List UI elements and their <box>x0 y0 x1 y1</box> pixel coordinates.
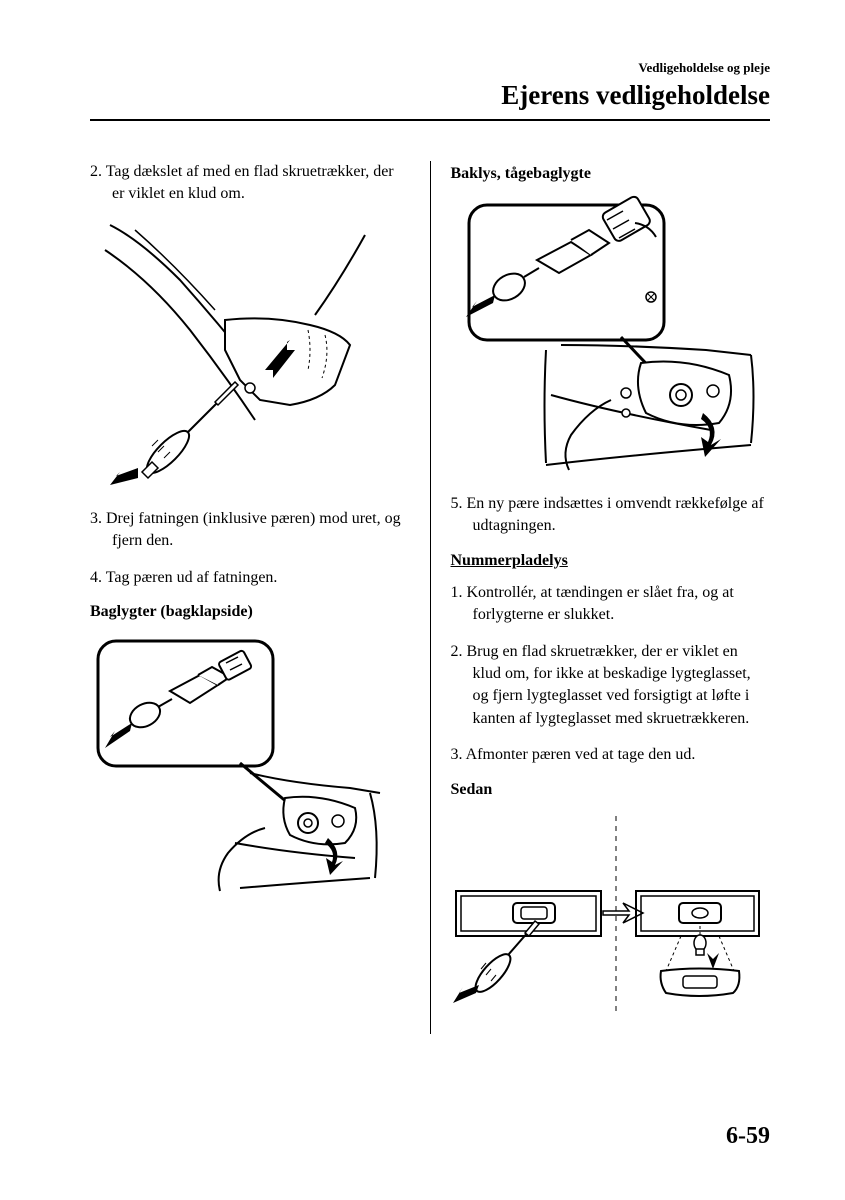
figure-baklys <box>451 195 771 475</box>
header-category: Vedligeholdelse og pleje <box>90 60 770 76</box>
step-5: 5. En ny pære indsættes i omvendt rækkef… <box>451 493 771 538</box>
header-title: Ejerens vedligeholdelse <box>90 80 770 111</box>
np-step-3: 3. Afmonter pæren ved at tage den ud. <box>451 744 771 766</box>
step-3: 3. Drej fatningen (inklusive pæren) mod … <box>90 508 410 553</box>
heading-baglygter: Baglygter (bagklapside) <box>90 603 410 621</box>
figure-sedan <box>451 811 771 1016</box>
left-column: 2. Tag dækslet af med en flad skruetrækk… <box>90 161 425 1034</box>
np-step-2: 2. Brug en flad skruetrækker, der er vik… <box>451 641 771 731</box>
page-header: Vedligeholdelse og pleje Ejerens vedlige… <box>90 60 770 111</box>
heading-sedan: Sedan <box>451 781 771 799</box>
page-number: 6-59 <box>726 1123 770 1150</box>
column-divider <box>430 161 431 1034</box>
heading-nummerplade: Nummerpladelys <box>451 552 771 570</box>
header-rule <box>90 119 770 121</box>
figure-baglygter <box>90 633 410 898</box>
figure-cover-removal <box>90 220 410 490</box>
heading-baklys: Baklys, tågebaglygte <box>451 165 771 183</box>
right-column: Baklys, tågebaglygte <box>436 161 771 1034</box>
step-2: 2. Tag dækslet af med en flad skruetrækk… <box>90 161 410 206</box>
step-4: 4. Tag pæren ud af fatningen. <box>90 567 410 589</box>
content-columns: 2. Tag dækslet af med en flad skruetrækk… <box>90 161 770 1034</box>
np-step-1: 1. Kontrollér, at tændingen er slået fra… <box>451 582 771 627</box>
